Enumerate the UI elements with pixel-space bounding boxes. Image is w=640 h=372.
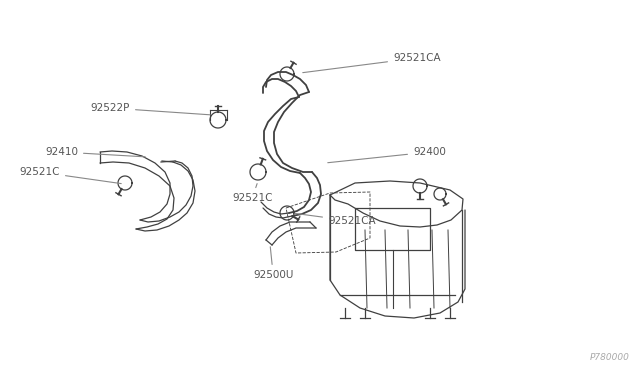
Text: 92522P: 92522P bbox=[91, 103, 210, 115]
Text: 92500U: 92500U bbox=[253, 247, 293, 280]
Text: 92521CA: 92521CA bbox=[303, 53, 440, 73]
Text: 92521C: 92521C bbox=[19, 167, 121, 184]
Text: 92400: 92400 bbox=[328, 147, 446, 163]
Text: P780000: P780000 bbox=[590, 353, 630, 362]
Text: 92521CA: 92521CA bbox=[295, 214, 376, 226]
Text: 92521C: 92521C bbox=[232, 184, 273, 203]
Text: 92410: 92410 bbox=[45, 147, 145, 157]
